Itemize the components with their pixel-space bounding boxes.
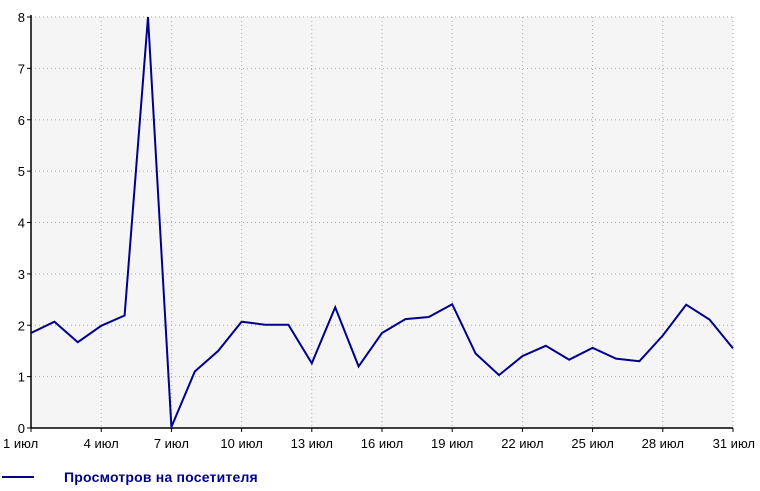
y-tick-label: 3 [18,267,25,282]
x-tick-label: 22 июл [501,436,543,451]
x-tick-label: 16 июл [361,436,403,451]
x-tick-label: 13 июл [291,436,333,451]
x-tick-label: 4 июл [84,436,119,451]
y-tick-label: 0 [18,421,25,436]
x-tick-label: 1 июл [3,436,38,451]
axes [27,15,734,432]
x-tick-label: 31 июл [713,436,755,451]
x-tick-label: 28 июл [642,436,684,451]
grid-lines [31,16,734,428]
x-tick-label: 19 июл [431,436,473,451]
legend: Просмотров на посетителя [2,468,258,486]
x-tick-label: 25 июл [571,436,613,451]
series-group [30,16,734,428]
tick-labels: 0 1 2 3 4 5 6 7 8 1 июл 4 июл 7 июл 10 июл 13 июл 16 и… [3,10,755,451]
x-tick-label: 10 июл [220,436,262,451]
x-tick-label: 7 июл [154,436,189,451]
legend-label: Просмотров на посетителя [64,469,258,485]
series-line [30,16,734,428]
y-tick-label: 4 [18,216,25,231]
y-tick-label: 5 [18,164,25,179]
y-tick-label: 8 [18,10,25,25]
y-tick-label: 6 [18,113,25,128]
y-tick-label: 2 [18,318,25,333]
legend-swatch [2,476,34,478]
y-tick-label: 7 [18,61,25,76]
y-tick-label: 1 [18,370,25,385]
